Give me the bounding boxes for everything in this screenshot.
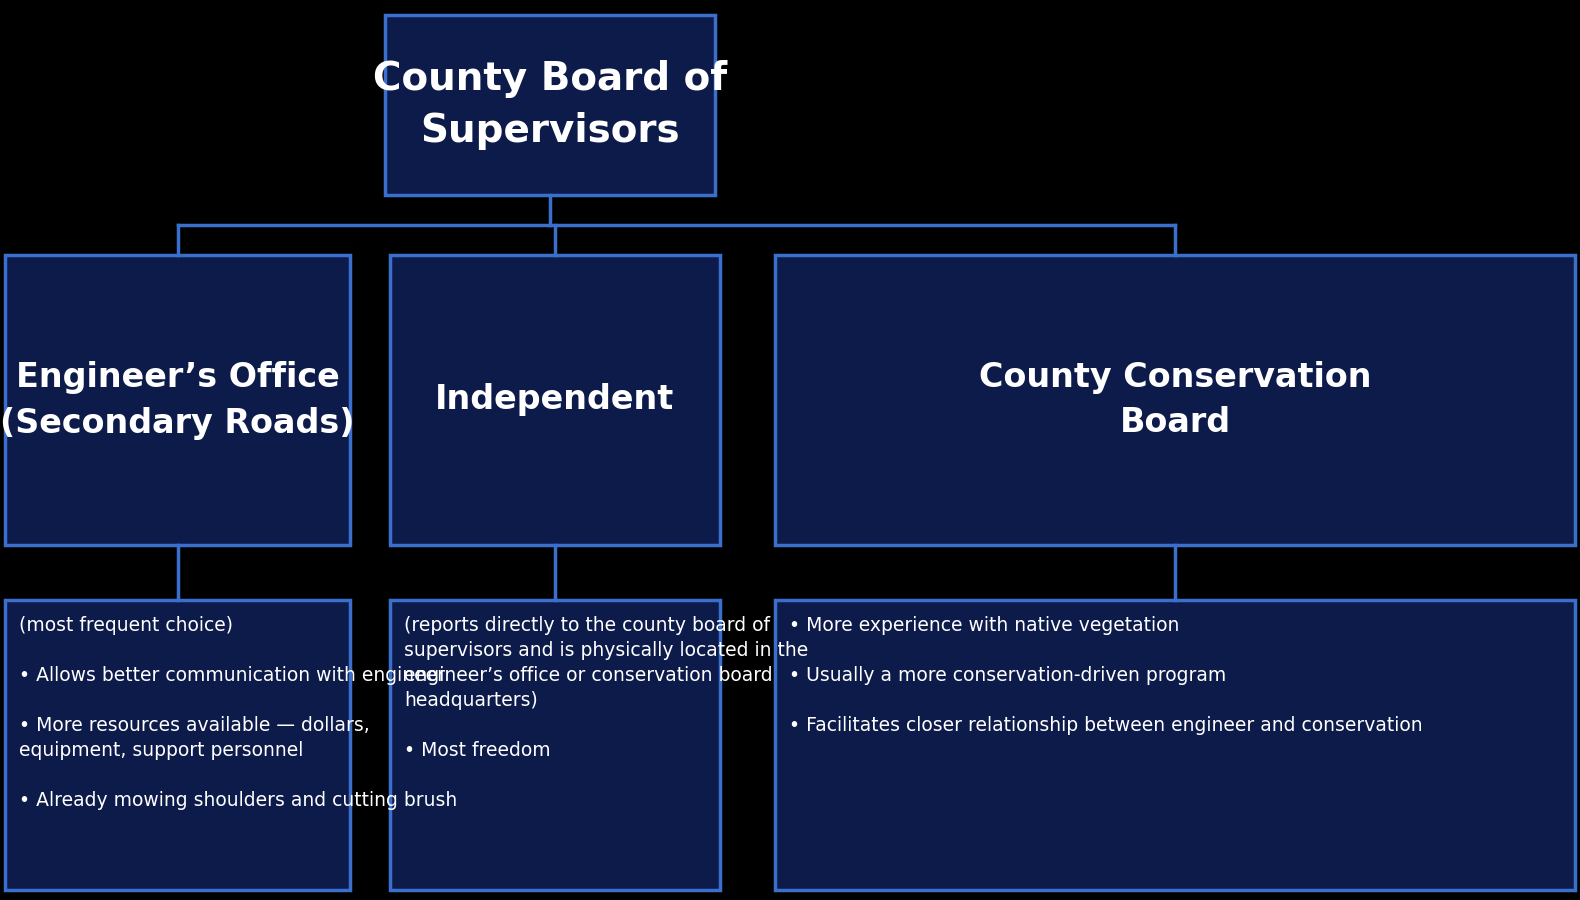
Text: (most frequent choice)

• Allows better communication with engineer

• More reso: (most frequent choice) • Allows better c… [19, 616, 457, 810]
Text: County Conservation
Board: County Conservation Board [978, 361, 1371, 439]
Bar [776, 600, 1575, 890]
Text: County Board of
Supervisors: County Board of Supervisors [373, 59, 727, 150]
Bar [5, 600, 351, 890]
Bar [390, 600, 720, 890]
Text: Independent: Independent [436, 383, 675, 417]
Bar [5, 255, 351, 545]
Bar [390, 255, 720, 545]
Text: (reports directly to the county board of
supervisors and is physically located i: (reports directly to the county board of… [404, 616, 809, 760]
Bar [776, 255, 1575, 545]
Text: Engineer’s Office
(Secondary Roads): Engineer’s Office (Secondary Roads) [0, 361, 356, 439]
Bar [386, 15, 716, 195]
Text: • More experience with native vegetation

• Usually a more conservation-driven p: • More experience with native vegetation… [788, 616, 1422, 735]
